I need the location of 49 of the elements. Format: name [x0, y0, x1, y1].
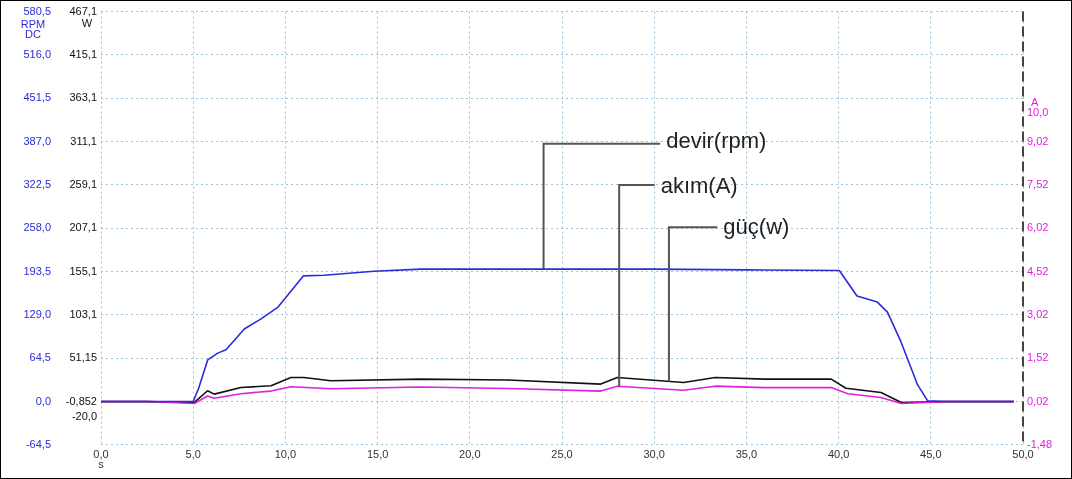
- y2-tick-label: 6,02: [1027, 221, 1049, 234]
- y3-tick-label: -0,852: [65, 394, 97, 407]
- y2-tick-label: -1,48: [1027, 437, 1053, 450]
- y-tick-label: 387,0: [23, 134, 51, 147]
- x-tick-label: 50,0: [1012, 448, 1034, 461]
- x-tick-label: 35,0: [735, 448, 758, 461]
- y3-tick-label: 467,1: [69, 4, 97, 17]
- y-tick-label: 193,5: [23, 264, 51, 277]
- x-tick-label: 25,0: [551, 448, 573, 461]
- y-tick-label: 64,5: [29, 351, 51, 364]
- y2-tick-label: 1,52: [1027, 351, 1049, 364]
- y2-tick-label: 0,02: [1027, 394, 1049, 407]
- y2-tick-label: 10,0: [1027, 106, 1049, 119]
- x-axis-title: s: [98, 458, 105, 471]
- y2-tick-label: 9,02: [1027, 134, 1049, 147]
- y-tick-label: 580,5: [23, 4, 51, 17]
- x-tick-label: 5,0: [185, 448, 201, 461]
- y-tick-label: 322,5: [23, 177, 51, 190]
- y-tick-label: 516,0: [23, 47, 51, 60]
- x-tick-label: 40,0: [827, 448, 850, 461]
- x-tick-label: 45,0: [920, 448, 942, 461]
- y3-tick-label: 103,1: [69, 307, 97, 320]
- y3-axis-title: W: [81, 17, 93, 30]
- y3-tick-label: 51,15: [69, 351, 97, 364]
- y2-tick-label: 4,52: [1027, 264, 1049, 277]
- y-tick-label: -64,5: [25, 437, 51, 450]
- y3-tick-label: 363,1: [69, 91, 97, 104]
- y3-tick-label: -20,0: [71, 410, 97, 423]
- y2-tick-label: 3,02: [1027, 307, 1049, 320]
- x-tick-label: 10,0: [274, 448, 297, 461]
- y3-tick-label: 207,1: [69, 221, 97, 234]
- text: güç(w): [723, 214, 790, 240]
- y2-axis-title: A: [1031, 95, 1039, 108]
- y-tick-label: 451,5: [23, 91, 51, 104]
- x-tick-label: 30,0: [643, 448, 665, 461]
- y-tick-label: 129,0: [23, 307, 51, 320]
- y3-tick-label: 155,1: [69, 264, 97, 277]
- y3-tick-label: 259,1: [69, 177, 97, 190]
- y-tick-label: 0,0: [35, 394, 51, 407]
- y-tick-label: 258,0: [23, 221, 51, 234]
- text: akım(A): [660, 172, 738, 198]
- text: devir(rpm): [666, 128, 767, 154]
- y3-tick-label: 311,1: [70, 134, 97, 147]
- x-tick-label: 0,0: [93, 448, 109, 461]
- x-tick-label: 15,0: [366, 448, 389, 461]
- y2-tick-label: 7,52: [1027, 177, 1049, 190]
- y-axis-title: RPM DC: [20, 18, 46, 41]
- x-tick-label: 20,0: [459, 448, 481, 461]
- y3-tick-label: 415,1: [69, 47, 97, 60]
